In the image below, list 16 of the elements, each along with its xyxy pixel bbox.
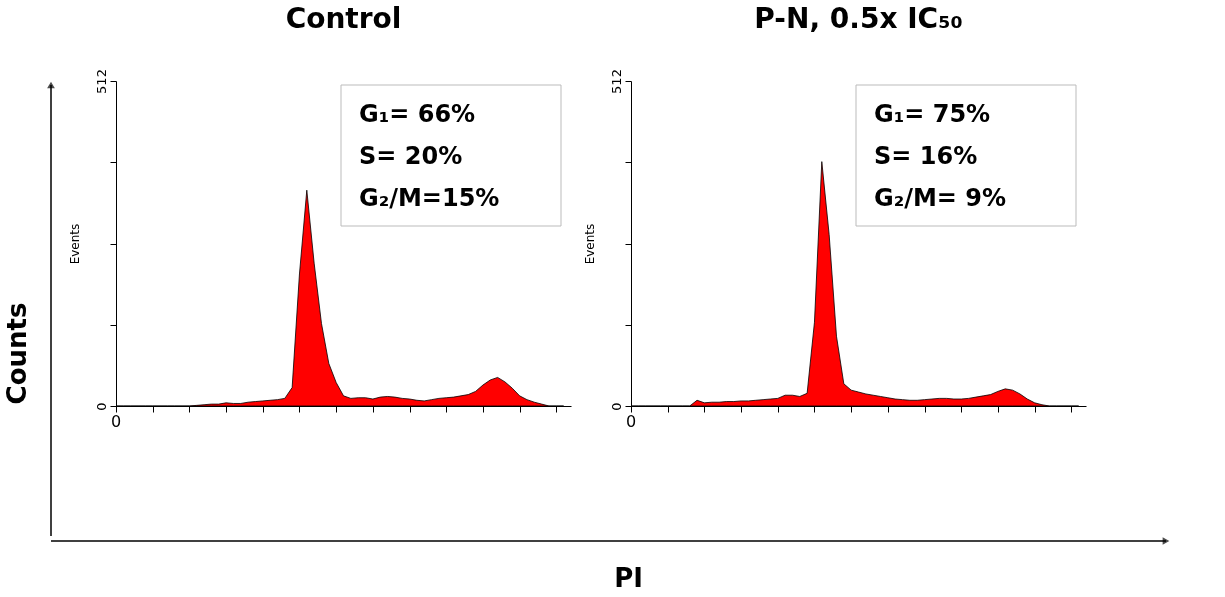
text: 0 [110, 412, 122, 431]
annotation: G₁= 66% [359, 100, 476, 128]
annotation: G₁= 75% [874, 100, 991, 128]
y-tick-label: 512 [93, 69, 109, 94]
y-tick-label: 512 [608, 69, 624, 94]
chart-title: Control [285, 1, 402, 35]
annotation: S= 16% [874, 142, 978, 170]
text: Counts [2, 302, 32, 405]
text: 0 [625, 412, 637, 431]
annotation: G₂/M= 9% [874, 184, 1007, 212]
annotation: S= 20% [359, 142, 463, 170]
y-axis-title: Events [582, 223, 597, 265]
y-axis-title: Events [67, 223, 82, 265]
chart-title: P-N, 0.5x IC₅₀ [754, 1, 963, 35]
annotation: G₂/M=15% [359, 184, 500, 212]
text: PI [614, 563, 643, 593]
